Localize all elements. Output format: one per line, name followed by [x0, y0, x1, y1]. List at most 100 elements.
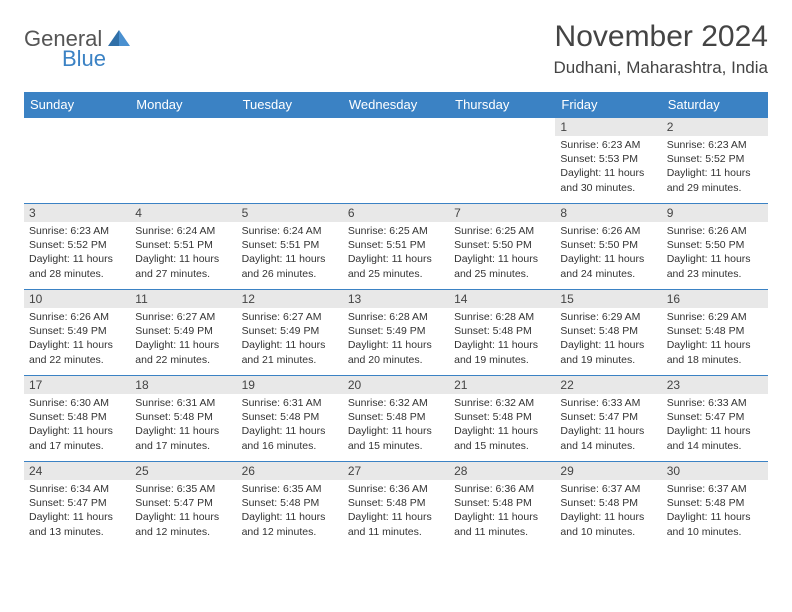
- day-number: 17: [24, 376, 130, 394]
- day-number: 11: [130, 290, 236, 308]
- day-number: 13: [343, 290, 449, 308]
- calendar-cell: 5Sunrise: 6:24 AMSunset: 5:51 PMDaylight…: [237, 204, 343, 290]
- day-number: 14: [449, 290, 555, 308]
- day-number: 20: [343, 376, 449, 394]
- day-details: Sunrise: 6:36 AMSunset: 5:48 PMDaylight:…: [449, 480, 555, 543]
- calendar-cell: 10Sunrise: 6:26 AMSunset: 5:49 PMDayligh…: [24, 290, 130, 376]
- calendar-cell: 4Sunrise: 6:24 AMSunset: 5:51 PMDaylight…: [130, 204, 236, 290]
- day-number: 24: [24, 462, 130, 480]
- calendar-cell: 20Sunrise: 6:32 AMSunset: 5:48 PMDayligh…: [343, 376, 449, 462]
- calendar-week-row: 17Sunrise: 6:30 AMSunset: 5:48 PMDayligh…: [24, 376, 768, 462]
- calendar-cell: 24Sunrise: 6:34 AMSunset: 5:47 PMDayligh…: [24, 462, 130, 548]
- day-header: Saturday: [662, 92, 768, 118]
- calendar-table: SundayMondayTuesdayWednesdayThursdayFrid…: [24, 92, 768, 548]
- calendar-cell: 17Sunrise: 6:30 AMSunset: 5:48 PMDayligh…: [24, 376, 130, 462]
- day-number: 25: [130, 462, 236, 480]
- calendar-cell: 11Sunrise: 6:27 AMSunset: 5:49 PMDayligh…: [130, 290, 236, 376]
- day-number: 18: [130, 376, 236, 394]
- calendar-cell: 19Sunrise: 6:31 AMSunset: 5:48 PMDayligh…: [237, 376, 343, 462]
- day-details: Sunrise: 6:37 AMSunset: 5:48 PMDaylight:…: [555, 480, 661, 543]
- calendar-cell: 9Sunrise: 6:26 AMSunset: 5:50 PMDaylight…: [662, 204, 768, 290]
- day-number: 10: [24, 290, 130, 308]
- day-details: Sunrise: 6:34 AMSunset: 5:47 PMDaylight:…: [24, 480, 130, 543]
- calendar-body: 1Sunrise: 6:23 AMSunset: 5:53 PMDaylight…: [24, 118, 768, 548]
- day-details: Sunrise: 6:37 AMSunset: 5:48 PMDaylight:…: [662, 480, 768, 543]
- calendar-cell: 23Sunrise: 6:33 AMSunset: 5:47 PMDayligh…: [662, 376, 768, 462]
- calendar-cell: [24, 118, 130, 204]
- day-number: 27: [343, 462, 449, 480]
- day-details: Sunrise: 6:35 AMSunset: 5:47 PMDaylight:…: [130, 480, 236, 543]
- day-details: Sunrise: 6:29 AMSunset: 5:48 PMDaylight:…: [662, 308, 768, 371]
- day-details: Sunrise: 6:29 AMSunset: 5:48 PMDaylight:…: [555, 308, 661, 371]
- day-number: 7: [449, 204, 555, 222]
- calendar-cell: 6Sunrise: 6:25 AMSunset: 5:51 PMDaylight…: [343, 204, 449, 290]
- day-header: Wednesday: [343, 92, 449, 118]
- day-number: 8: [555, 204, 661, 222]
- calendar-cell: 25Sunrise: 6:35 AMSunset: 5:47 PMDayligh…: [130, 462, 236, 548]
- day-details: Sunrise: 6:31 AMSunset: 5:48 PMDaylight:…: [237, 394, 343, 457]
- day-details: Sunrise: 6:23 AMSunset: 5:52 PMDaylight:…: [662, 136, 768, 199]
- day-details: Sunrise: 6:27 AMSunset: 5:49 PMDaylight:…: [237, 308, 343, 371]
- day-details: Sunrise: 6:35 AMSunset: 5:48 PMDaylight:…: [237, 480, 343, 543]
- calendar-cell: 28Sunrise: 6:36 AMSunset: 5:48 PMDayligh…: [449, 462, 555, 548]
- calendar-cell: [343, 118, 449, 204]
- calendar-cell: 16Sunrise: 6:29 AMSunset: 5:48 PMDayligh…: [662, 290, 768, 376]
- calendar-cell: 15Sunrise: 6:29 AMSunset: 5:48 PMDayligh…: [555, 290, 661, 376]
- day-header: Tuesday: [237, 92, 343, 118]
- calendar-week-row: 24Sunrise: 6:34 AMSunset: 5:47 PMDayligh…: [24, 462, 768, 548]
- calendar-week-row: 10Sunrise: 6:26 AMSunset: 5:49 PMDayligh…: [24, 290, 768, 376]
- day-details: Sunrise: 6:23 AMSunset: 5:53 PMDaylight:…: [555, 136, 661, 199]
- calendar-cell: 3Sunrise: 6:23 AMSunset: 5:52 PMDaylight…: [24, 204, 130, 290]
- logo-subtext-wrap: Blue: [24, 46, 106, 72]
- day-details: Sunrise: 6:36 AMSunset: 5:48 PMDaylight:…: [343, 480, 449, 543]
- day-number: 4: [130, 204, 236, 222]
- calendar-cell: [449, 118, 555, 204]
- day-details: Sunrise: 6:33 AMSunset: 5:47 PMDaylight:…: [662, 394, 768, 457]
- calendar-cell: 30Sunrise: 6:37 AMSunset: 5:48 PMDayligh…: [662, 462, 768, 548]
- day-header: Monday: [130, 92, 236, 118]
- day-details: Sunrise: 6:23 AMSunset: 5:52 PMDaylight:…: [24, 222, 130, 285]
- day-number: 22: [555, 376, 661, 394]
- day-number: 23: [662, 376, 768, 394]
- day-details: Sunrise: 6:28 AMSunset: 5:49 PMDaylight:…: [343, 308, 449, 371]
- calendar-cell: 29Sunrise: 6:37 AMSunset: 5:48 PMDayligh…: [555, 462, 661, 548]
- day-header: Friday: [555, 92, 661, 118]
- location-text: Dudhani, Maharashtra, India: [553, 58, 768, 78]
- page-header: General November 2024 Dudhani, Maharasht…: [24, 20, 768, 78]
- day-details: Sunrise: 6:24 AMSunset: 5:51 PMDaylight:…: [237, 222, 343, 285]
- month-title: November 2024: [553, 20, 768, 54]
- logo-text-blue: Blue: [62, 46, 106, 71]
- calendar-cell: 2Sunrise: 6:23 AMSunset: 5:52 PMDaylight…: [662, 118, 768, 204]
- calendar-cell: 14Sunrise: 6:28 AMSunset: 5:48 PMDayligh…: [449, 290, 555, 376]
- day-number: 5: [237, 204, 343, 222]
- day-details: Sunrise: 6:24 AMSunset: 5:51 PMDaylight:…: [130, 222, 236, 285]
- day-number: 28: [449, 462, 555, 480]
- day-number: 30: [662, 462, 768, 480]
- day-number: 29: [555, 462, 661, 480]
- day-details: Sunrise: 6:30 AMSunset: 5:48 PMDaylight:…: [24, 394, 130, 457]
- day-details: Sunrise: 6:26 AMSunset: 5:50 PMDaylight:…: [662, 222, 768, 285]
- title-block: November 2024 Dudhani, Maharashtra, Indi…: [553, 20, 768, 78]
- calendar-cell: 1Sunrise: 6:23 AMSunset: 5:53 PMDaylight…: [555, 118, 661, 204]
- day-details: Sunrise: 6:32 AMSunset: 5:48 PMDaylight:…: [343, 394, 449, 457]
- calendar-cell: 13Sunrise: 6:28 AMSunset: 5:49 PMDayligh…: [343, 290, 449, 376]
- day-number: 3: [24, 204, 130, 222]
- day-details: Sunrise: 6:33 AMSunset: 5:47 PMDaylight:…: [555, 394, 661, 457]
- day-details: Sunrise: 6:27 AMSunset: 5:49 PMDaylight:…: [130, 308, 236, 371]
- day-details: Sunrise: 6:32 AMSunset: 5:48 PMDaylight:…: [449, 394, 555, 457]
- day-details: Sunrise: 6:31 AMSunset: 5:48 PMDaylight:…: [130, 394, 236, 457]
- calendar-head: SundayMondayTuesdayWednesdayThursdayFrid…: [24, 92, 768, 118]
- day-number: 19: [237, 376, 343, 394]
- day-header: Thursday: [449, 92, 555, 118]
- day-number: 16: [662, 290, 768, 308]
- day-number: 9: [662, 204, 768, 222]
- day-details: Sunrise: 6:26 AMSunset: 5:49 PMDaylight:…: [24, 308, 130, 371]
- calendar-cell: 27Sunrise: 6:36 AMSunset: 5:48 PMDayligh…: [343, 462, 449, 548]
- calendar-cell: 8Sunrise: 6:26 AMSunset: 5:50 PMDaylight…: [555, 204, 661, 290]
- day-details: Sunrise: 6:25 AMSunset: 5:51 PMDaylight:…: [343, 222, 449, 285]
- day-number: 12: [237, 290, 343, 308]
- day-number: 2: [662, 118, 768, 136]
- calendar-week-row: 1Sunrise: 6:23 AMSunset: 5:53 PMDaylight…: [24, 118, 768, 204]
- calendar-cell: 22Sunrise: 6:33 AMSunset: 5:47 PMDayligh…: [555, 376, 661, 462]
- calendar-cell: 7Sunrise: 6:25 AMSunset: 5:50 PMDaylight…: [449, 204, 555, 290]
